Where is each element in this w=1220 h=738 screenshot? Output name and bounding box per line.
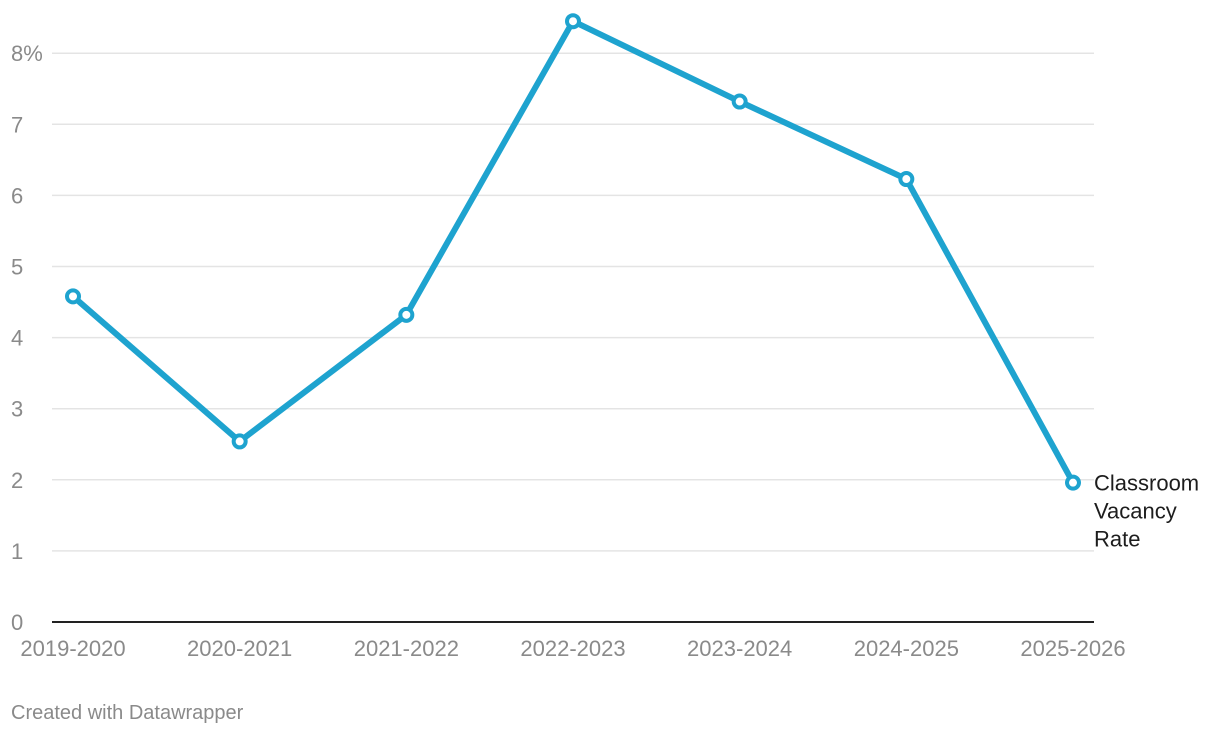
series-line-0 <box>70 18 1076 486</box>
data-point-2023-2024[interactable] <box>731 93 748 110</box>
data-point-2022-2023[interactable] <box>565 13 581 30</box>
series-layer: Classroom Vacancy Rate <box>65 13 1199 552</box>
y-tick-label-5: 5 <box>11 255 23 280</box>
y-tick-label-8: 8% <box>11 41 43 66</box>
x-tick-label-2025-2026: 2025-2026 <box>1020 636 1125 661</box>
credit-text[interactable]: Created with Datawrapper <box>11 702 244 724</box>
y-tick-label-1: 1 <box>11 539 23 564</box>
x-tick-label-2024-2025: 2024-2025 <box>854 636 959 661</box>
data-point-2021-2022[interactable] <box>398 306 415 323</box>
series-label: Classroom Vacancy Rate <box>1094 471 1199 552</box>
y-tick-label-0: 0 <box>11 610 23 635</box>
grid-lines <box>52 52 1094 623</box>
x-tick-label-2020-2021: 2020-2021 <box>187 636 292 661</box>
x-tick-label-2021-2022: 2021-2022 <box>354 636 459 661</box>
series-label-line: Classroom <box>1094 471 1199 496</box>
data-point-2024-2025[interactable] <box>898 171 915 188</box>
y-tick-label-7: 7 <box>11 112 23 137</box>
x-tick-label-2022-2023: 2022-2023 <box>520 636 625 661</box>
x-tick-label-2023-2024: 2023-2024 <box>687 636 792 661</box>
y-axis-tick-labels: 0 1 2 3 4 5 6 7 8% <box>11 41 43 635</box>
x-axis-tick-labels: 2019-2020 2020-2021 2021-2022 2022-2023 2023… <box>20 636 1125 661</box>
series-label-line: Vacancy <box>1094 499 1177 524</box>
y-tick-label-4: 4 <box>11 326 23 351</box>
x-tick-label-2019-2020: 2019-2020 <box>20 636 125 661</box>
y-tick-label-3: 3 <box>11 397 23 422</box>
data-point-2019-2020[interactable] <box>65 288 81 305</box>
y-tick-label-6: 6 <box>11 183 23 208</box>
data-point-2025-2026[interactable] <box>1065 474 1081 491</box>
series-label-line: Rate <box>1094 527 1140 552</box>
y-tick-label-2: 2 <box>11 468 23 493</box>
data-point-2020-2021[interactable] <box>231 433 248 450</box>
